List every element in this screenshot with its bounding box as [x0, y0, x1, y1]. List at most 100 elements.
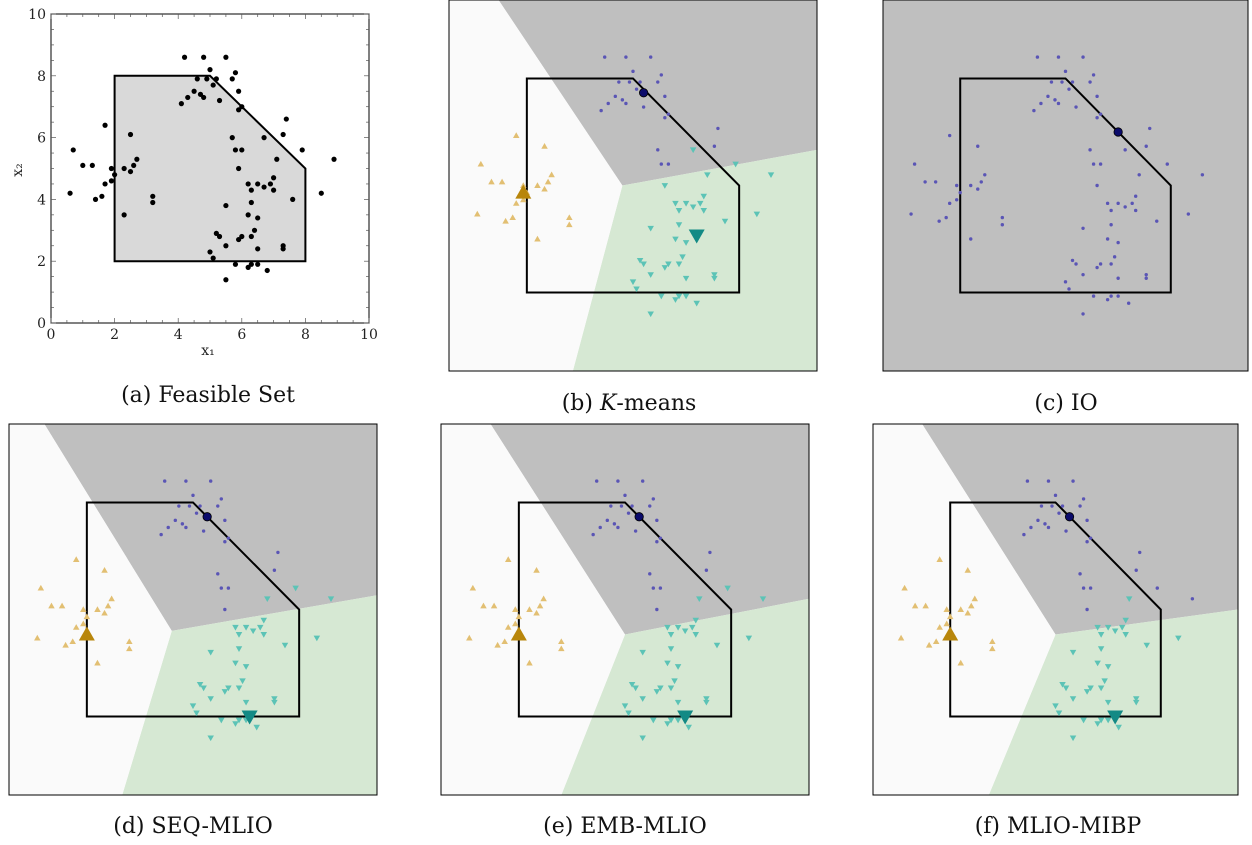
- data-point: [609, 504, 613, 508]
- data-point: [634, 87, 639, 91]
- data-point: [909, 212, 913, 216]
- data-point: [1133, 194, 1138, 198]
- data-point: [640, 261, 647, 268]
- data-point: [630, 504, 634, 508]
- data-point: [533, 609, 540, 616]
- data-point: [201, 529, 206, 533]
- data-point: [1143, 642, 1150, 649]
- data-point: [178, 101, 184, 107]
- data-point: [223, 518, 227, 523]
- data-point: [708, 550, 712, 555]
- data-point: [1081, 586, 1086, 590]
- data-point: [232, 660, 239, 667]
- decision-region: [922, 424, 1238, 635]
- data-point: [656, 148, 660, 152]
- data-point: [655, 607, 659, 612]
- y-tick-label: 6: [37, 131, 46, 147]
- x-tick-label: 10: [360, 327, 378, 343]
- data-point: [1056, 101, 1061, 106]
- cluster-centroid: [942, 626, 959, 641]
- data-point: [1132, 696, 1140, 702]
- data-point: [1132, 699, 1140, 706]
- data-point: [1064, 529, 1068, 533]
- data-point: [526, 659, 533, 666]
- data-point: [639, 696, 646, 702]
- data-point: [647, 311, 654, 318]
- data-point: [533, 567, 540, 573]
- data-point: [102, 122, 108, 128]
- data-point: [989, 645, 996, 652]
- data-point: [255, 215, 261, 221]
- data-point: [229, 135, 235, 141]
- data-point: [724, 585, 731, 592]
- data-point: [664, 660, 671, 667]
- data-point: [1116, 240, 1120, 245]
- data-point: [223, 202, 229, 209]
- data-point: [558, 645, 565, 652]
- data-point: [235, 632, 243, 638]
- data-point: [944, 215, 948, 220]
- panel-e: (e) EMB-MLIO: [440, 423, 810, 839]
- data-point: [1098, 162, 1103, 166]
- panel-b: (b) K-means: [448, 0, 818, 416]
- data-point: [276, 550, 280, 555]
- data-point: [1078, 572, 1082, 576]
- data-point: [1080, 717, 1087, 724]
- data-point: [1097, 685, 1105, 692]
- data-point: [480, 602, 487, 609]
- data-point: [1029, 525, 1033, 530]
- data-point: [1055, 710, 1063, 717]
- data-point: [1085, 607, 1089, 612]
- data-point: [1115, 724, 1122, 731]
- data-point: [159, 532, 163, 537]
- data-point: [1074, 262, 1078, 266]
- data-point: [58, 602, 66, 609]
- data-point: [627, 80, 632, 84]
- data-point: [979, 180, 983, 184]
- data-point: [667, 685, 675, 692]
- data-point: [658, 293, 665, 300]
- data-point: [69, 638, 76, 645]
- data-point: [1148, 126, 1152, 131]
- data-point: [1059, 681, 1066, 688]
- data-point: [101, 567, 108, 573]
- data-point: [502, 217, 509, 224]
- plot-area: [449, 0, 817, 371]
- data-point: [290, 196, 296, 202]
- data-point: [494, 641, 501, 648]
- data-point: [692, 632, 700, 638]
- panel-a: 0 2 4 6 8 10 0 2 4 6 8 10 x₁ x₂ (a) Feasible Set: [10, 7, 378, 408]
- data-point: [655, 518, 659, 523]
- data-point: [271, 175, 277, 181]
- data-point: [512, 132, 520, 138]
- data-point: [490, 602, 498, 609]
- data-point: [971, 595, 979, 602]
- data-point: [488, 178, 495, 185]
- data-point: [968, 602, 975, 609]
- data-point: [692, 617, 700, 624]
- data-point: [261, 135, 267, 141]
- data-point: [1109, 208, 1113, 213]
- data-point: [1098, 262, 1103, 266]
- data-point: [1087, 685, 1094, 692]
- caption-e: (e) EMB-MLIO: [543, 814, 707, 839]
- data-point: [648, 572, 652, 576]
- data-point: [526, 606, 533, 612]
- cluster-centroid: [1113, 127, 1123, 137]
- data-point: [235, 685, 243, 692]
- data-point: [112, 172, 118, 178]
- data-point: [280, 131, 286, 138]
- data-point: [249, 628, 257, 635]
- cluster-centroid: [202, 512, 212, 522]
- x-tick-label: 8: [301, 327, 310, 343]
- data-point: [208, 479, 213, 483]
- data-point: [964, 609, 972, 616]
- data-point: [1062, 685, 1070, 692]
- data-point: [947, 201, 952, 206]
- data-point: [504, 556, 512, 562]
- data-point: [923, 180, 927, 184]
- data-point: [1022, 532, 1026, 537]
- data-point: [1097, 632, 1105, 638]
- data-point: [1105, 201, 1110, 206]
